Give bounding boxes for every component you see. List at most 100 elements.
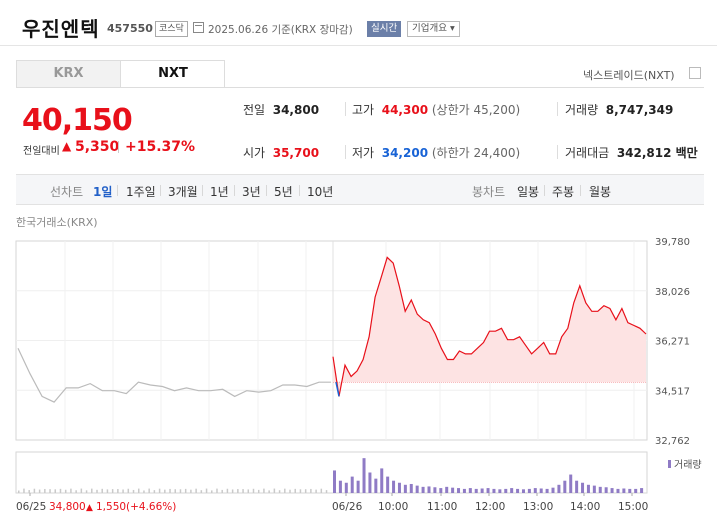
candle-daily[interactable]: 일봉 <box>517 185 540 199</box>
volume-bar <box>634 488 638 493</box>
volume-bar <box>242 489 244 493</box>
period-1y[interactable]: 1년 <box>210 185 229 199</box>
divider <box>234 185 235 196</box>
series-dip-below-prev <box>335 382 340 397</box>
volume-bar <box>545 488 549 493</box>
x-tick-label: 15:00 <box>618 501 648 513</box>
period-1d[interactable]: 1일 <box>93 185 113 199</box>
divider <box>266 185 267 196</box>
candle-chart-label: 봉차트 <box>472 185 506 199</box>
chart-source-label: 한국거래소(KRX) <box>16 216 98 229</box>
change-percent: +15.37% <box>125 139 196 155</box>
period-3m[interactable]: 3개월 <box>168 185 198 199</box>
period-1w[interactable]: 1주일 <box>126 185 156 199</box>
volume-bar <box>320 488 323 493</box>
volume-bar <box>96 489 98 493</box>
volume-bar <box>604 487 608 493</box>
x-tick-label: 14:00 <box>570 501 600 513</box>
volume-bar <box>23 488 25 493</box>
x-tick-label: 06/25 <box>16 501 46 513</box>
volume-bar <box>310 488 312 493</box>
volume-bar <box>433 487 437 493</box>
volume-bar <box>527 488 531 493</box>
volume-bar <box>480 488 484 493</box>
up-arrow-icon: ▲ <box>62 139 72 153</box>
volume-bar <box>640 488 644 493</box>
series-line-prev-day <box>17 347 331 403</box>
volume-bar <box>127 488 130 493</box>
volume-bar <box>315 489 317 493</box>
volume-bar <box>278 490 281 493</box>
tab-krx[interactable]: KRX <box>17 61 121 87</box>
volume-bar <box>237 489 239 493</box>
volume-bar <box>539 488 543 493</box>
period-10y[interactable]: 10년 <box>307 185 334 199</box>
volume-bar <box>33 488 36 493</box>
exchange-tabs: KRX NXT <box>16 60 225 88</box>
volume-bar <box>137 488 140 493</box>
stat-open: 시가 35,700 <box>243 146 320 160</box>
tab-nxt[interactable]: NXT <box>122 61 224 87</box>
volume-bar <box>325 490 328 493</box>
volume-bar <box>498 489 502 493</box>
volume-bar <box>257 489 260 493</box>
volume-bar <box>462 488 466 493</box>
divider <box>345 102 346 116</box>
divider <box>557 102 558 116</box>
volume-bar <box>284 488 286 493</box>
company-overview-button[interactable]: 기업개요 ▾ <box>407 21 460 37</box>
tab-divider <box>225 87 704 88</box>
volume-bar <box>190 489 192 493</box>
volume-bar <box>492 488 496 493</box>
volume-bar <box>216 488 218 493</box>
summary-arrow: ▲ <box>86 503 93 513</box>
volume-bar <box>563 480 567 493</box>
volume-bar <box>362 458 366 493</box>
volume-bar <box>474 488 478 493</box>
current-price: 40,150 <box>22 103 133 138</box>
y-tick-label: 39,780 <box>655 237 690 248</box>
volume-bar <box>111 489 114 493</box>
divider <box>117 185 118 196</box>
series-line-today <box>332 256 647 397</box>
volume-bar <box>628 488 632 493</box>
y-tick-label: 34,517 <box>655 386 690 397</box>
volume-bar <box>510 488 514 493</box>
volume-bar <box>533 488 537 493</box>
volume-bar <box>59 488 62 493</box>
volume-bar <box>263 488 265 493</box>
summary-change: 1,550 <box>96 501 126 513</box>
stat-prev-close: 전일 34,800 <box>243 103 320 117</box>
volume-bar <box>226 488 229 493</box>
volume-bar <box>169 488 171 493</box>
volume-bar <box>622 488 626 493</box>
change-label: 전일대비 <box>23 146 60 157</box>
volume-bar <box>28 490 30 493</box>
volume-bar <box>247 489 250 493</box>
volume-bar <box>205 488 208 493</box>
volume-bar <box>368 472 372 493</box>
volume-bar <box>299 489 302 493</box>
volume-bar <box>143 490 145 493</box>
volume-bar <box>415 485 419 493</box>
candle-weekly[interactable]: 주봉 <box>552 185 575 199</box>
candle-monthly[interactable]: 월봉 <box>589 185 612 199</box>
stat-amount: 거래대금 342,812 백만 <box>565 146 698 160</box>
summary-price: 34,800 <box>49 501 86 513</box>
nexrade-toggle[interactable] <box>689 67 701 79</box>
period-5y[interactable]: 5년 <box>274 185 293 199</box>
volume-legend-swatch <box>668 460 671 468</box>
volume-bar <box>18 490 20 493</box>
realtime-badge[interactable]: 실시간 <box>367 21 402 37</box>
series-area-today <box>333 257 646 397</box>
summary-percent: (+4.66%) <box>126 501 176 513</box>
volume-bar <box>38 489 41 493</box>
calendar-icon <box>193 22 204 33</box>
volume-bar <box>195 488 197 493</box>
volume-bar <box>101 488 103 493</box>
change-value: 5,350 <box>75 139 120 155</box>
volume-bar <box>122 489 124 493</box>
volume-bar <box>445 486 449 493</box>
volume-bar <box>153 490 156 493</box>
period-3y[interactable]: 3년 <box>242 185 261 199</box>
